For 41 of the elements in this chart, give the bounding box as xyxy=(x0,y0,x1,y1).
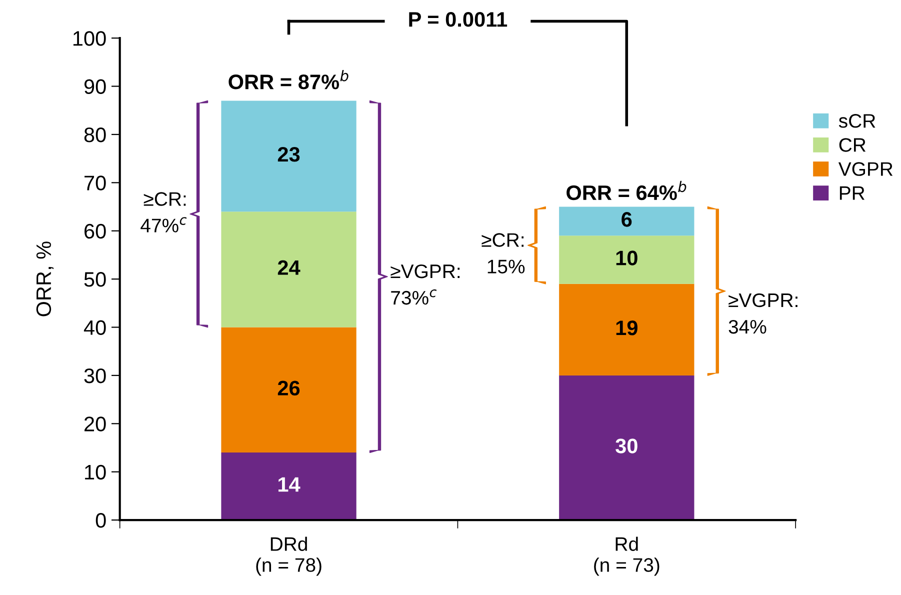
y-tick-label: 60 xyxy=(84,224,106,239)
annotation: ≥CR: 15% xyxy=(482,233,525,274)
y-tick-label: 70 xyxy=(84,176,106,190)
y-tick-label: 100 xyxy=(73,31,106,46)
text: P = 0.0011 xyxy=(409,12,508,27)
y-axis-title: ORR, % xyxy=(36,242,54,316)
x-tick-label: Rd (n = 73) xyxy=(594,536,660,576)
legend-label: CR xyxy=(839,138,866,152)
data-label: 24 xyxy=(278,260,300,275)
annotation: ORR = 64%$^{b}$ xyxy=(566,180,686,200)
bar xyxy=(221,327,356,453)
bar xyxy=(559,236,694,284)
y-tick-label: 0 xyxy=(96,513,106,528)
data-label: 19 xyxy=(616,320,638,336)
bar xyxy=(559,375,694,520)
data-label: 14 xyxy=(278,477,300,492)
annotation: ≥VGPR: 34% xyxy=(728,293,798,334)
annotation: ≥VGPR: 73%$^{c}$ xyxy=(390,264,460,305)
bar xyxy=(559,284,694,376)
y-tick-label: 50 xyxy=(84,272,106,287)
data-label: 6 xyxy=(622,212,632,227)
y-tick-label: 40 xyxy=(84,320,106,336)
legend-label: PR xyxy=(840,186,864,200)
y-tick-label: 30 xyxy=(84,368,106,384)
y-tick-label: 80 xyxy=(84,127,106,142)
annotation: ≥CR: 47%$^{c}$ xyxy=(140,192,187,232)
bar xyxy=(221,100,356,212)
y-tick-label: 10 xyxy=(85,464,106,480)
y-tick-label: 90 xyxy=(84,79,106,94)
data-label: 30 xyxy=(616,438,638,454)
bar xyxy=(221,452,356,520)
bar xyxy=(559,206,694,236)
data-label: 23 xyxy=(278,147,300,162)
data-label: 26 xyxy=(278,380,300,396)
x-tick-label: DRd (n = 78) xyxy=(256,536,322,576)
legend-label: VGPR xyxy=(838,162,893,176)
y-tick-label: 20 xyxy=(84,416,106,432)
data-label: 10 xyxy=(616,250,638,266)
legend-label: sCR xyxy=(838,114,876,128)
annotation: ORR = 87%$^{b}$ xyxy=(228,70,348,90)
bar xyxy=(221,212,356,328)
